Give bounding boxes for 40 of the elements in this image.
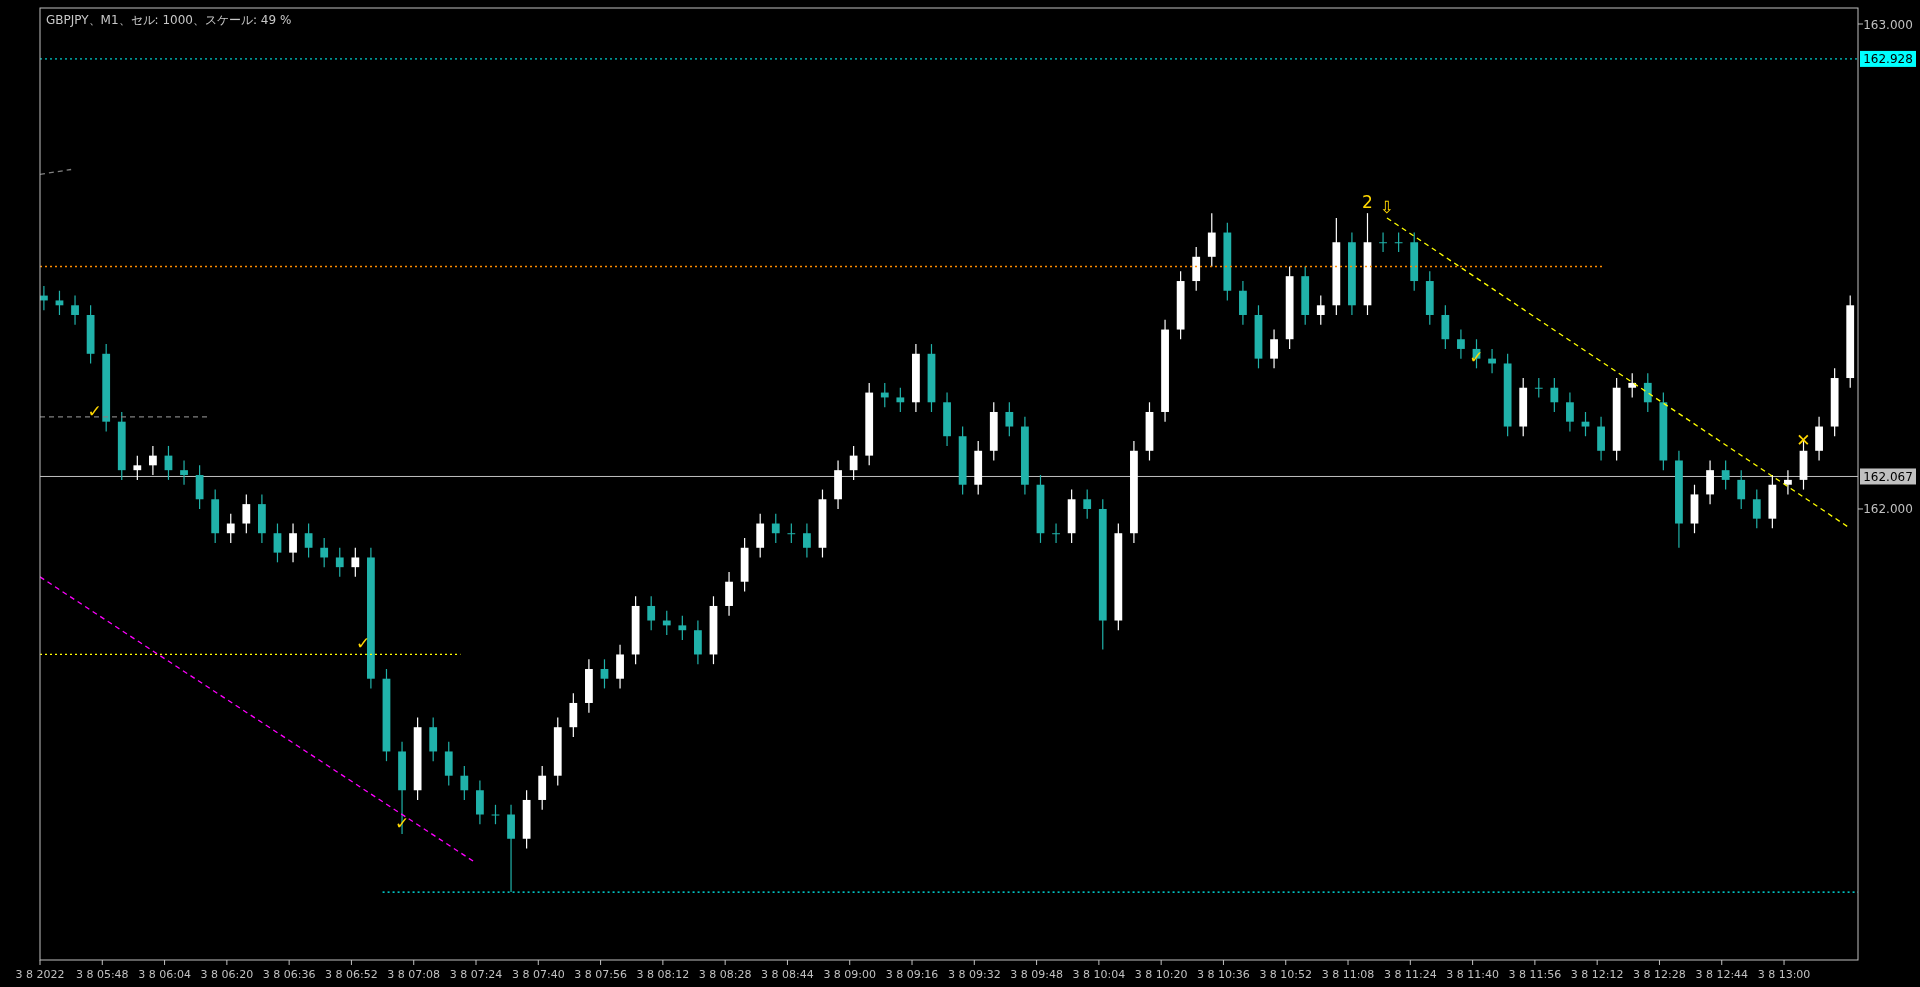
x-tick-label: 3 8 09:32 xyxy=(947,968,1001,981)
x-tick-label: 3 8 07:08 xyxy=(387,968,441,981)
annotation: ✕ xyxy=(1796,429,1811,450)
ref-line-label: 162.928 xyxy=(1863,52,1913,67)
x-tick-label: 3 8 07:56 xyxy=(574,968,627,981)
text: GBPJPY、M1、セル: 1000、スケール: 49 % xyxy=(46,13,292,27)
x-tick-label: 3 8 10:52 xyxy=(1259,968,1313,981)
x-tick-label: 3 8 11:40 xyxy=(1446,968,1499,981)
x-tick-label: 3 8 07:40 xyxy=(511,968,565,981)
x-tick-label: 3 8 06:52 xyxy=(325,968,378,981)
x-tick-label: 3 8 11:08 xyxy=(1321,968,1375,981)
x-tick-label: 3 8 10:36 xyxy=(1197,968,1250,981)
x-tick-label: 3 8 12:12 xyxy=(1570,968,1624,981)
x-tick-label: 3 8 07:24 xyxy=(449,968,503,981)
annotation: ✓ xyxy=(87,400,102,421)
x-tick-label: 3 8 12:44 xyxy=(1695,968,1749,981)
x-tick-label: 3 8 09:00 xyxy=(823,968,877,981)
x-tick-label: 3 8 10:20 xyxy=(1134,968,1188,981)
x-tick-label: 3 8 05:48 xyxy=(75,968,129,981)
x-tick-label: 3 8 2022 xyxy=(15,968,65,981)
x-tick-label: 3 8 11:24 xyxy=(1383,968,1437,981)
x-tick-label: 3 8 09:48 xyxy=(1010,968,1063,981)
x-tick-label: 3 8 10:04 xyxy=(1072,968,1126,981)
x-tick-label: 3 8 06:04 xyxy=(138,968,191,981)
x-tick-label: 3 8 08:28 xyxy=(698,968,752,981)
x-tick-label: 3 8 08:44 xyxy=(761,968,814,981)
ref-line-label: 162.067 xyxy=(1863,469,1913,484)
annotation: ✓ xyxy=(1469,347,1484,368)
x-tick-label: 3 8 11:56 xyxy=(1508,968,1562,981)
x-tick-label: 3 8 06:20 xyxy=(200,968,254,981)
x-tick-label: 3 8 06:36 xyxy=(262,968,316,981)
x-tick-label: 3 8 09:16 xyxy=(885,968,939,981)
x-tick-label: 3 8 13:00 xyxy=(1757,968,1811,981)
x-tick-label: 3 8 08:12 xyxy=(636,968,690,981)
annotation: 2 xyxy=(1362,192,1373,213)
y-tick-label: 163.000 xyxy=(1863,17,1913,32)
x-tick-label: 3 8 12:28 xyxy=(1633,968,1686,981)
annotation: ✓ xyxy=(394,812,410,833)
annotation: ⇩ xyxy=(1379,196,1395,217)
y-tick-label: 162.000 xyxy=(1863,502,1913,517)
